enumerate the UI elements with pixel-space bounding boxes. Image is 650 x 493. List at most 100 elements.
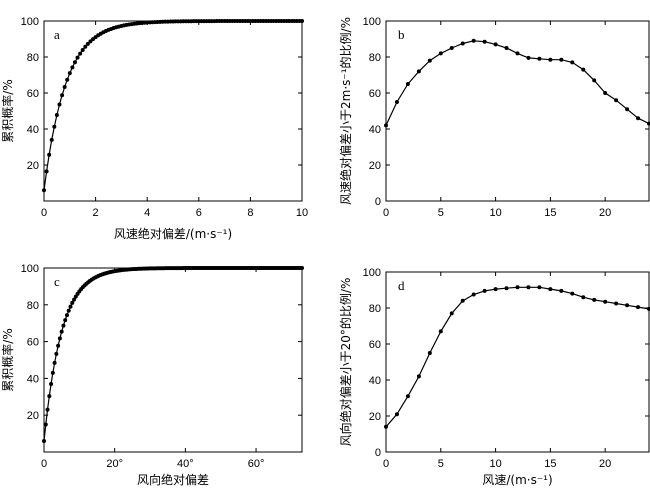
- data-point-b: [614, 98, 619, 103]
- data-point-d: [493, 287, 498, 292]
- data-point-b: [581, 67, 586, 72]
- data-point-c: [42, 438, 46, 443]
- data-point-a: [83, 44, 88, 49]
- x-tick-label-b: 5: [438, 207, 444, 219]
- y-tick-label-a: 60: [27, 88, 39, 100]
- y-tick-label-b: 100: [363, 16, 381, 28]
- data-point-d: [592, 297, 597, 302]
- data-point-b: [559, 57, 564, 62]
- data-point-b: [603, 91, 608, 95]
- data-point-b: [636, 116, 641, 121]
- data-point-c: [54, 351, 59, 356]
- data-point-c: [68, 304, 73, 309]
- data-point-c: [61, 323, 66, 328]
- panel-letter-b: b: [398, 27, 405, 42]
- data-point-b: [471, 38, 476, 43]
- plot-frame-b: [385, 20, 650, 202]
- data-point-d: [537, 285, 542, 290]
- data-point-b: [515, 51, 520, 56]
- data-point-d: [647, 306, 650, 311]
- data-point-b: [384, 123, 388, 128]
- y-tick-label-b: 60: [369, 88, 381, 100]
- panel-b: 0 5 10 15 20 0 20 40 60 80 100 b 风速绝对偏差小于2m·s⁻¹的比例/%: [338, 16, 650, 219]
- data-point-d: [603, 299, 608, 304]
- x-tick-label-d: 0: [383, 458, 389, 470]
- data-point-a: [75, 55, 80, 60]
- y-tick-label-b: 40: [369, 124, 381, 136]
- y-tick-label-c: 40: [27, 373, 39, 385]
- plot-frame-d: [385, 271, 650, 453]
- data-point-c: [50, 370, 55, 375]
- data-point-d: [636, 305, 641, 310]
- data-point-d: [394, 412, 399, 417]
- data-point-b: [460, 41, 465, 46]
- x-axis-title-a: 风速绝对偏差/(m·s⁻¹): [114, 226, 232, 241]
- data-point-b: [416, 69, 421, 74]
- data-point-a: [44, 169, 49, 174]
- panel-c: 0 20° 40° 60° 20 40 60 80 100 c 风向绝对偏差 累积概率/%: [0, 263, 304, 487]
- data-point-a: [65, 77, 70, 82]
- y-tick-label-d: 0: [375, 447, 381, 459]
- data-point-b: [438, 51, 443, 56]
- data-point-a: [60, 93, 65, 98]
- panel-d: 0 5 10 15 20 0 20 40 60 80 100 d 风速/(m·s⁻¹) 风向绝对偏差小于2…: [338, 267, 650, 487]
- plot-frame-c: [43, 267, 303, 453]
- data-point-c: [57, 336, 62, 341]
- data-point-d: [471, 292, 476, 297]
- data-point-a: [70, 65, 75, 70]
- x-tick-label-c: 40°: [177, 458, 194, 470]
- data-point-c: [43, 422, 48, 427]
- data-point-d: [548, 287, 553, 292]
- panel-letter-c: c: [54, 274, 60, 289]
- data-point-a: [85, 41, 90, 46]
- panel-letter-a: a: [54, 27, 60, 42]
- data-point-b: [504, 46, 509, 50]
- x-tick-label-d: 10: [489, 458, 501, 470]
- data-point-b: [548, 57, 553, 62]
- y-axis-title-c: 累积概率/%: [0, 328, 15, 391]
- data-point-d: [559, 288, 564, 293]
- panel-a: 0 2 4 6 8 10 20 40 60 80 100 a 风速绝对偏差/(m·s⁻¹) 累积概率/%: [0, 16, 308, 241]
- y-tick-label-b: 80: [369, 52, 381, 64]
- data-point-c: [49, 381, 54, 386]
- data-point-b: [394, 100, 399, 104]
- y-axis-title-a: 累积概率/%: [0, 79, 15, 142]
- x-tick-label-d: 5: [438, 458, 444, 470]
- data-point-a: [80, 47, 85, 52]
- series-line-a: [43, 20, 302, 191]
- data-point-a: [57, 102, 62, 107]
- series-line-d: [385, 286, 650, 428]
- data-point-d: [526, 285, 531, 290]
- data-point-a: [78, 51, 83, 56]
- data-point-b: [526, 55, 531, 60]
- x-tick-label-c: 0: [41, 458, 47, 470]
- data-point-b: [592, 78, 597, 83]
- data-point-a: [54, 112, 59, 117]
- data-point-a: [300, 19, 304, 23]
- x-tick-label-a: 8: [247, 207, 253, 219]
- data-point-a: [47, 152, 52, 157]
- data-point-a: [62, 85, 67, 90]
- x-tick-label-b: 20: [599, 207, 611, 219]
- x-tick-label-b: 15: [544, 207, 556, 219]
- data-point-d: [384, 424, 388, 429]
- data-point-b: [537, 56, 542, 61]
- x-tick-label-c: 20°: [106, 458, 123, 470]
- y-tick-label-c: 100: [21, 263, 39, 275]
- x-tick-label-b: 0: [383, 207, 389, 219]
- data-point-b: [405, 82, 410, 86]
- data-point-b: [570, 60, 575, 65]
- data-point-b: [647, 121, 650, 126]
- data-point-c: [47, 394, 52, 399]
- x-tick-label-b: 10: [489, 207, 501, 219]
- data-point-d: [449, 311, 454, 316]
- y-tick-label-b: 0: [375, 196, 381, 208]
- data-point-c: [59, 329, 64, 334]
- x-tick-label-a: 2: [93, 207, 99, 219]
- y-tick-label-d: 20: [369, 411, 381, 423]
- y-tick-label-a: 100: [21, 16, 39, 28]
- data-point-c: [72, 297, 77, 302]
- data-point-a: [49, 137, 54, 142]
- x-tick-label-a: 10: [296, 207, 308, 219]
